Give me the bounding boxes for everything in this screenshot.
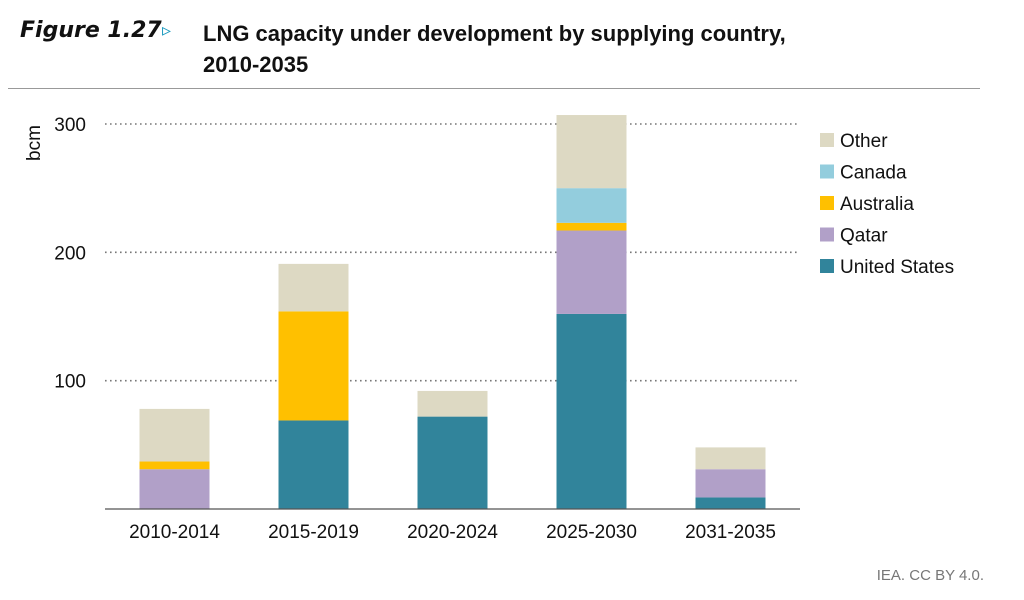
bar-segment: [417, 390, 488, 417]
bar-segment: [556, 188, 627, 223]
legend-label: Australia: [840, 194, 914, 215]
legend-label: Canada: [840, 163, 907, 184]
legend-swatch: [820, 196, 834, 210]
legend-label: Other: [840, 131, 888, 152]
figure-number: Figure 1.27: [20, 18, 162, 43]
legend-swatch: [820, 164, 834, 179]
figure-title-line-2: 2010-2035: [203, 52, 309, 77]
bar-segment: [278, 263, 349, 312]
x-tick-label: 2025-2030: [546, 522, 637, 543]
figure-title: LNG capacity under development by supply…: [203, 18, 923, 80]
legend-swatch: [820, 227, 834, 242]
legend-label: Qatar: [840, 226, 888, 247]
bar-segment: [139, 469, 210, 509]
y-tick-label: 300: [54, 115, 86, 136]
bar-segment: [139, 461, 210, 470]
x-tick-label: 2020-2024: [407, 522, 498, 543]
bar-segment: [139, 408, 210, 462]
bar-segment: [695, 447, 766, 470]
x-tick-label: 2015-2019: [268, 522, 359, 543]
y-axis-label: bcm: [24, 125, 45, 161]
x-tick-label: 2031-2035: [685, 522, 776, 543]
bar-segment: [556, 230, 627, 314]
x-tick-label: 2010-2014: [129, 522, 220, 543]
figure-title-line-1: LNG capacity under development by supply…: [203, 21, 786, 46]
bar-segment: [695, 469, 766, 498]
bar-segment: [556, 115, 627, 189]
bar-segment: [556, 222, 627, 231]
header-divider: [8, 88, 980, 89]
legend-swatch: [820, 259, 834, 273]
y-tick-label: 200: [54, 243, 86, 264]
legend-swatch: [820, 133, 834, 147]
bar-segment: [278, 311, 349, 421]
y-tick-label: 100: [54, 372, 86, 393]
bar-segment: [695, 497, 766, 509]
bar-segment: [278, 420, 349, 509]
bar-segment: [417, 416, 488, 509]
bar-segment: [556, 313, 627, 509]
figure-arrow-icon: ▹: [162, 20, 172, 40]
legend-label: United States: [840, 257, 954, 278]
source-credit: IEA. CC BY 4.0.: [876, 567, 984, 584]
